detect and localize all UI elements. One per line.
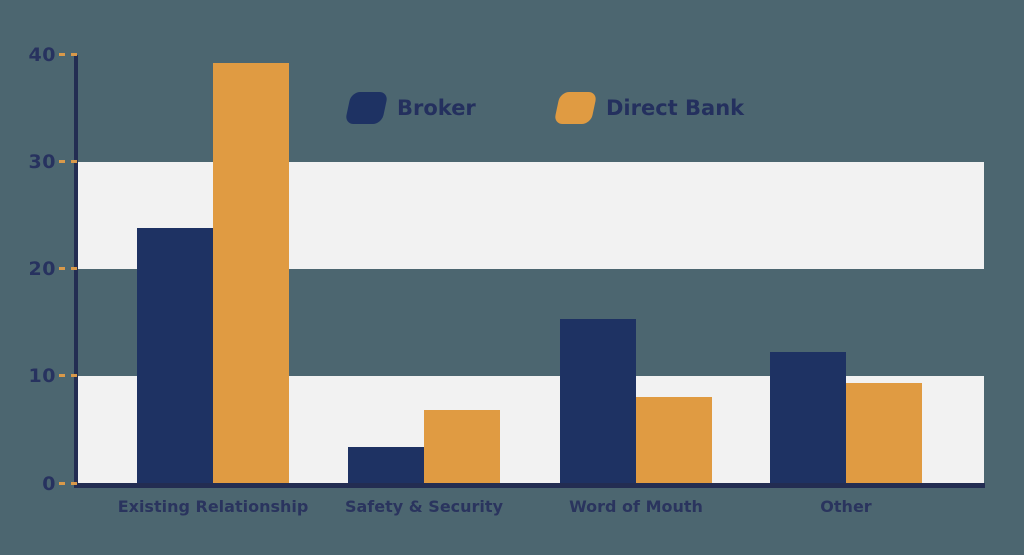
x-label-other: Other	[820, 497, 872, 516]
bar-broker-other	[770, 351, 846, 484]
x-label-word-of-mouth: Word of Mouth	[569, 497, 703, 516]
y-tick-label-30: 30	[28, 150, 56, 173]
y-tick-dash-10	[59, 374, 77, 378]
x-label-existing-relationship: Existing Relationship	[117, 497, 309, 516]
y-tick-label-20: 20	[28, 258, 56, 281]
legend-label-direct-bank: Direct Bank	[606, 96, 745, 120]
legend-label-broker: Broker	[397, 96, 476, 120]
y-tick-dash-30	[59, 159, 77, 163]
y-tick-dash-20	[59, 267, 77, 271]
bar-direct-bank-safety-security	[424, 409, 500, 484]
bar-direct-bank-word-of-mouth	[636, 396, 712, 484]
bar-direct-bank-existing-relationship	[213, 63, 289, 484]
x-label-safety-security: Safety & Security	[344, 497, 503, 516]
x-axis-line	[74, 483, 985, 488]
legend-swatch-broker	[344, 92, 389, 124]
y-tick-label-40: 40	[28, 43, 56, 66]
bar-broker-safety-security	[348, 447, 424, 484]
legend-item-direct-bank: Direct Bank	[553, 92, 745, 124]
y-tick-dash-40	[59, 52, 77, 56]
bar-broker-word-of-mouth	[560, 319, 636, 484]
bar-broker-existing-relationship	[137, 228, 213, 484]
legend-item-broker: Broker	[344, 92, 476, 124]
y-tick-label-10: 10	[28, 365, 56, 388]
legend-swatch-direct-bank	[553, 92, 598, 124]
y-tick-dash-0	[59, 481, 77, 485]
y-tick-label-0: 0	[42, 472, 56, 495]
bar-direct-bank-other	[846, 382, 922, 484]
